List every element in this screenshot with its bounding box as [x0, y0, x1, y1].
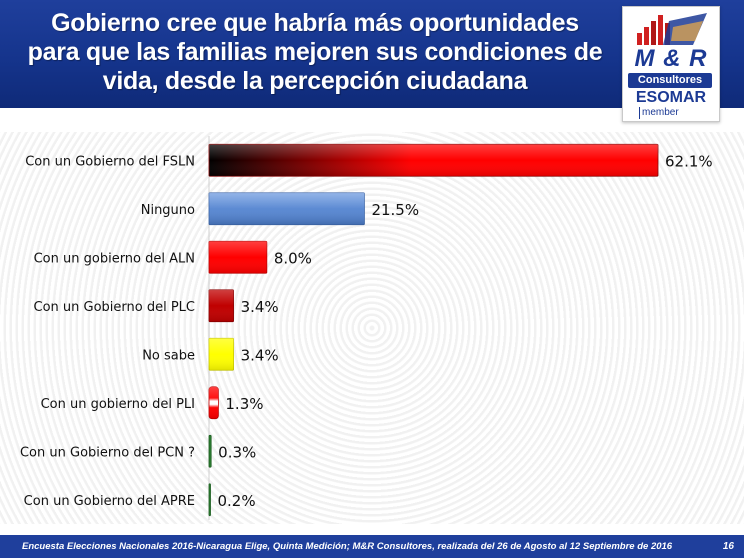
- bar-shine-con-un-gobierno-del-plc: [209, 289, 234, 322]
- plot-background: [0, 132, 744, 524]
- esomar-text: ESOMAR: [635, 89, 707, 106]
- bar-chart: Con un Gobierno del FSLN 62.1% Ninguno 21.5…: [20, 136, 713, 520]
- value-label-con-un-gobierno-del-plc: 3.4%: [241, 298, 279, 316]
- category-label-no-sabe: No sabe: [142, 348, 195, 363]
- bar-shine-no-sabe: [209, 338, 234, 371]
- company-logo: M & R Consultores ESOMAR member: [622, 6, 720, 122]
- bar-shine-con-un-gobierno-del-pli: [209, 386, 219, 419]
- value-label-con-un-gobierno-del-fsln: 62.1%: [665, 152, 713, 170]
- bar-chart-logo-icon: [637, 13, 707, 45]
- page-number: 16: [722, 541, 734, 552]
- value-label-no-sabe: 3.4%: [241, 346, 279, 364]
- logo-brand-text: M & R: [634, 45, 708, 72]
- bar-shine-ninguno: [209, 192, 365, 225]
- value-label-con-un-gobierno-del-pli: 1.3%: [225, 395, 263, 413]
- value-label-con-un-gobierno-del-aln: 8.0%: [274, 249, 312, 267]
- category-label-con-un-gobierno-del-pcn: Con un Gobierno del PCN ?: [20, 445, 195, 460]
- category-label-con-un-gobierno-del-pli: Con un gobierno del PLI: [41, 397, 195, 412]
- slide-title: Gobierno cree que habría más oportunidad…: [20, 9, 610, 96]
- source-footnote: Encuesta Elecciones Nacionales 2016-Nica…: [22, 541, 673, 552]
- bar-shine-con-un-gobierno-del-aln: [209, 241, 267, 274]
- category-label-con-un-gobierno-del-fsln: Con un Gobierno del FSLN: [25, 154, 195, 169]
- value-label-ninguno: 21.5%: [371, 201, 419, 219]
- title-line-3: vida, desde la percepción ciudadana: [102, 67, 528, 95]
- bars-group: Con un Gobierno del FSLN 62.1% Ninguno 21.5…: [20, 143, 713, 517]
- member-text: member: [639, 107, 679, 119]
- bar-shine-con-un-gobierno-del-fsln: [209, 144, 658, 177]
- category-label-ninguno: Ninguno: [141, 203, 195, 218]
- footer-bar: Encuesta Elecciones Nacionales 2016-Nica…: [0, 535, 744, 558]
- bar-con-un-gobierno-del-apre: [208, 483, 211, 517]
- category-label-con-un-gobierno-del-plc: Con un Gobierno del PLC: [34, 300, 196, 315]
- value-label-con-un-gobierno-del-apre: 0.2%: [218, 492, 256, 510]
- header-banner: Gobierno cree que habría más oportunidad…: [0, 0, 744, 108]
- logo-subtitle: Consultores: [628, 73, 712, 88]
- title-line-1: Gobierno cree que habría más oportunidad…: [51, 9, 579, 37]
- category-label-con-un-gobierno-del-apre: Con un Gobierno del APRE: [24, 494, 195, 509]
- value-label-con-un-gobierno-del-pcn: 0.3%: [218, 443, 256, 461]
- bar-con-un-gobierno-del-pcn: [208, 434, 212, 468]
- title-line-2: para que las familias mejoren sus condic…: [27, 38, 603, 66]
- category-label-con-un-gobierno-del-aln: Con un gobierno del ALN: [34, 251, 195, 266]
